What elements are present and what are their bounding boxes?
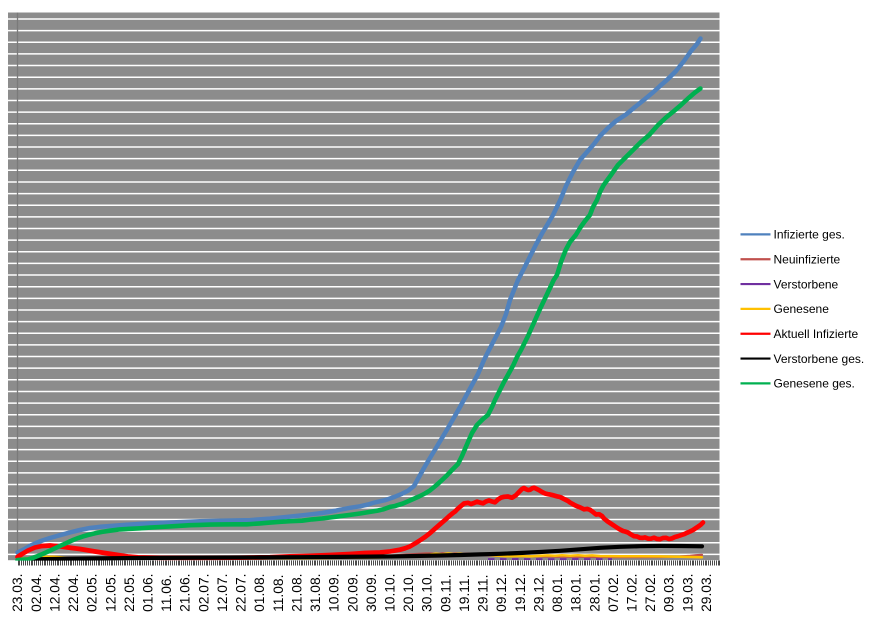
- svg-text:12.05.: 12.05.: [103, 574, 118, 612]
- svg-text:22.04.: 22.04.: [66, 574, 81, 612]
- svg-text:19.11.: 19.11.: [457, 575, 472, 612]
- svg-text:17.02.: 17.02.: [625, 574, 640, 612]
- svg-text:02.04.: 02.04.: [29, 574, 44, 612]
- svg-text:20.10.: 20.10.: [401, 574, 416, 612]
- svg-text:Neuinfizierte: Neuinfizierte: [774, 252, 841, 266]
- svg-text:08.01.: 08.01.: [550, 574, 565, 612]
- svg-text:19.03.: 19.03.: [680, 574, 695, 612]
- svg-text:Infizierte ges.: Infizierte ges.: [774, 228, 845, 242]
- svg-text:Genesene ges.: Genesene ges.: [774, 377, 855, 391]
- svg-text:30.10.: 30.10.: [420, 574, 435, 612]
- svg-text:28.01.: 28.01.: [587, 574, 602, 612]
- svg-text:09.12.: 09.12.: [494, 574, 509, 612]
- svg-text:01.08.: 01.08.: [252, 574, 267, 612]
- svg-text:29.12.: 29.12.: [531, 574, 546, 612]
- svg-text:18.01.: 18.01.: [569, 574, 584, 612]
- svg-text:12.07.: 12.07.: [215, 574, 230, 612]
- svg-text:Aktuell Infizierte: Aktuell Infizierte: [774, 327, 859, 341]
- svg-text:01.06.: 01.06.: [141, 574, 156, 612]
- svg-text:Verstorbene ges.: Verstorbene ges.: [774, 352, 865, 366]
- svg-text:11.08.: 11.08.: [271, 575, 286, 612]
- svg-text:07.02.: 07.02.: [606, 574, 621, 612]
- svg-text:Verstorbene: Verstorbene: [774, 277, 839, 291]
- svg-text:02.07.: 02.07.: [196, 574, 211, 612]
- svg-text:20.09.: 20.09.: [345, 574, 360, 612]
- svg-text:09.11.: 09.11.: [438, 575, 453, 612]
- svg-text:21.08.: 21.08.: [289, 574, 304, 612]
- svg-text:22.05.: 22.05.: [122, 574, 137, 612]
- svg-text:22.07.: 22.07.: [234, 574, 249, 612]
- svg-text:10.10.: 10.10.: [383, 574, 398, 612]
- svg-text:21.06.: 21.06.: [178, 574, 193, 612]
- svg-text:11.06.: 11.06.: [159, 575, 174, 612]
- svg-text:30.09.: 30.09.: [364, 574, 379, 612]
- svg-text:29.11.: 29.11.: [476, 575, 491, 612]
- svg-text:19.12.: 19.12.: [513, 574, 528, 612]
- svg-text:09.03.: 09.03.: [662, 574, 677, 612]
- svg-text:10.09.: 10.09.: [327, 574, 342, 612]
- svg-text:31.08.: 31.08.: [308, 574, 323, 612]
- svg-text:23.03.: 23.03.: [10, 574, 25, 612]
- svg-text:Genesene: Genesene: [774, 302, 830, 316]
- svg-text:02.05.: 02.05.: [85, 574, 100, 612]
- svg-text:12.04.: 12.04.: [47, 574, 62, 612]
- svg-text:29.03.: 29.03.: [699, 574, 714, 612]
- svg-text:27.02.: 27.02.: [643, 574, 658, 612]
